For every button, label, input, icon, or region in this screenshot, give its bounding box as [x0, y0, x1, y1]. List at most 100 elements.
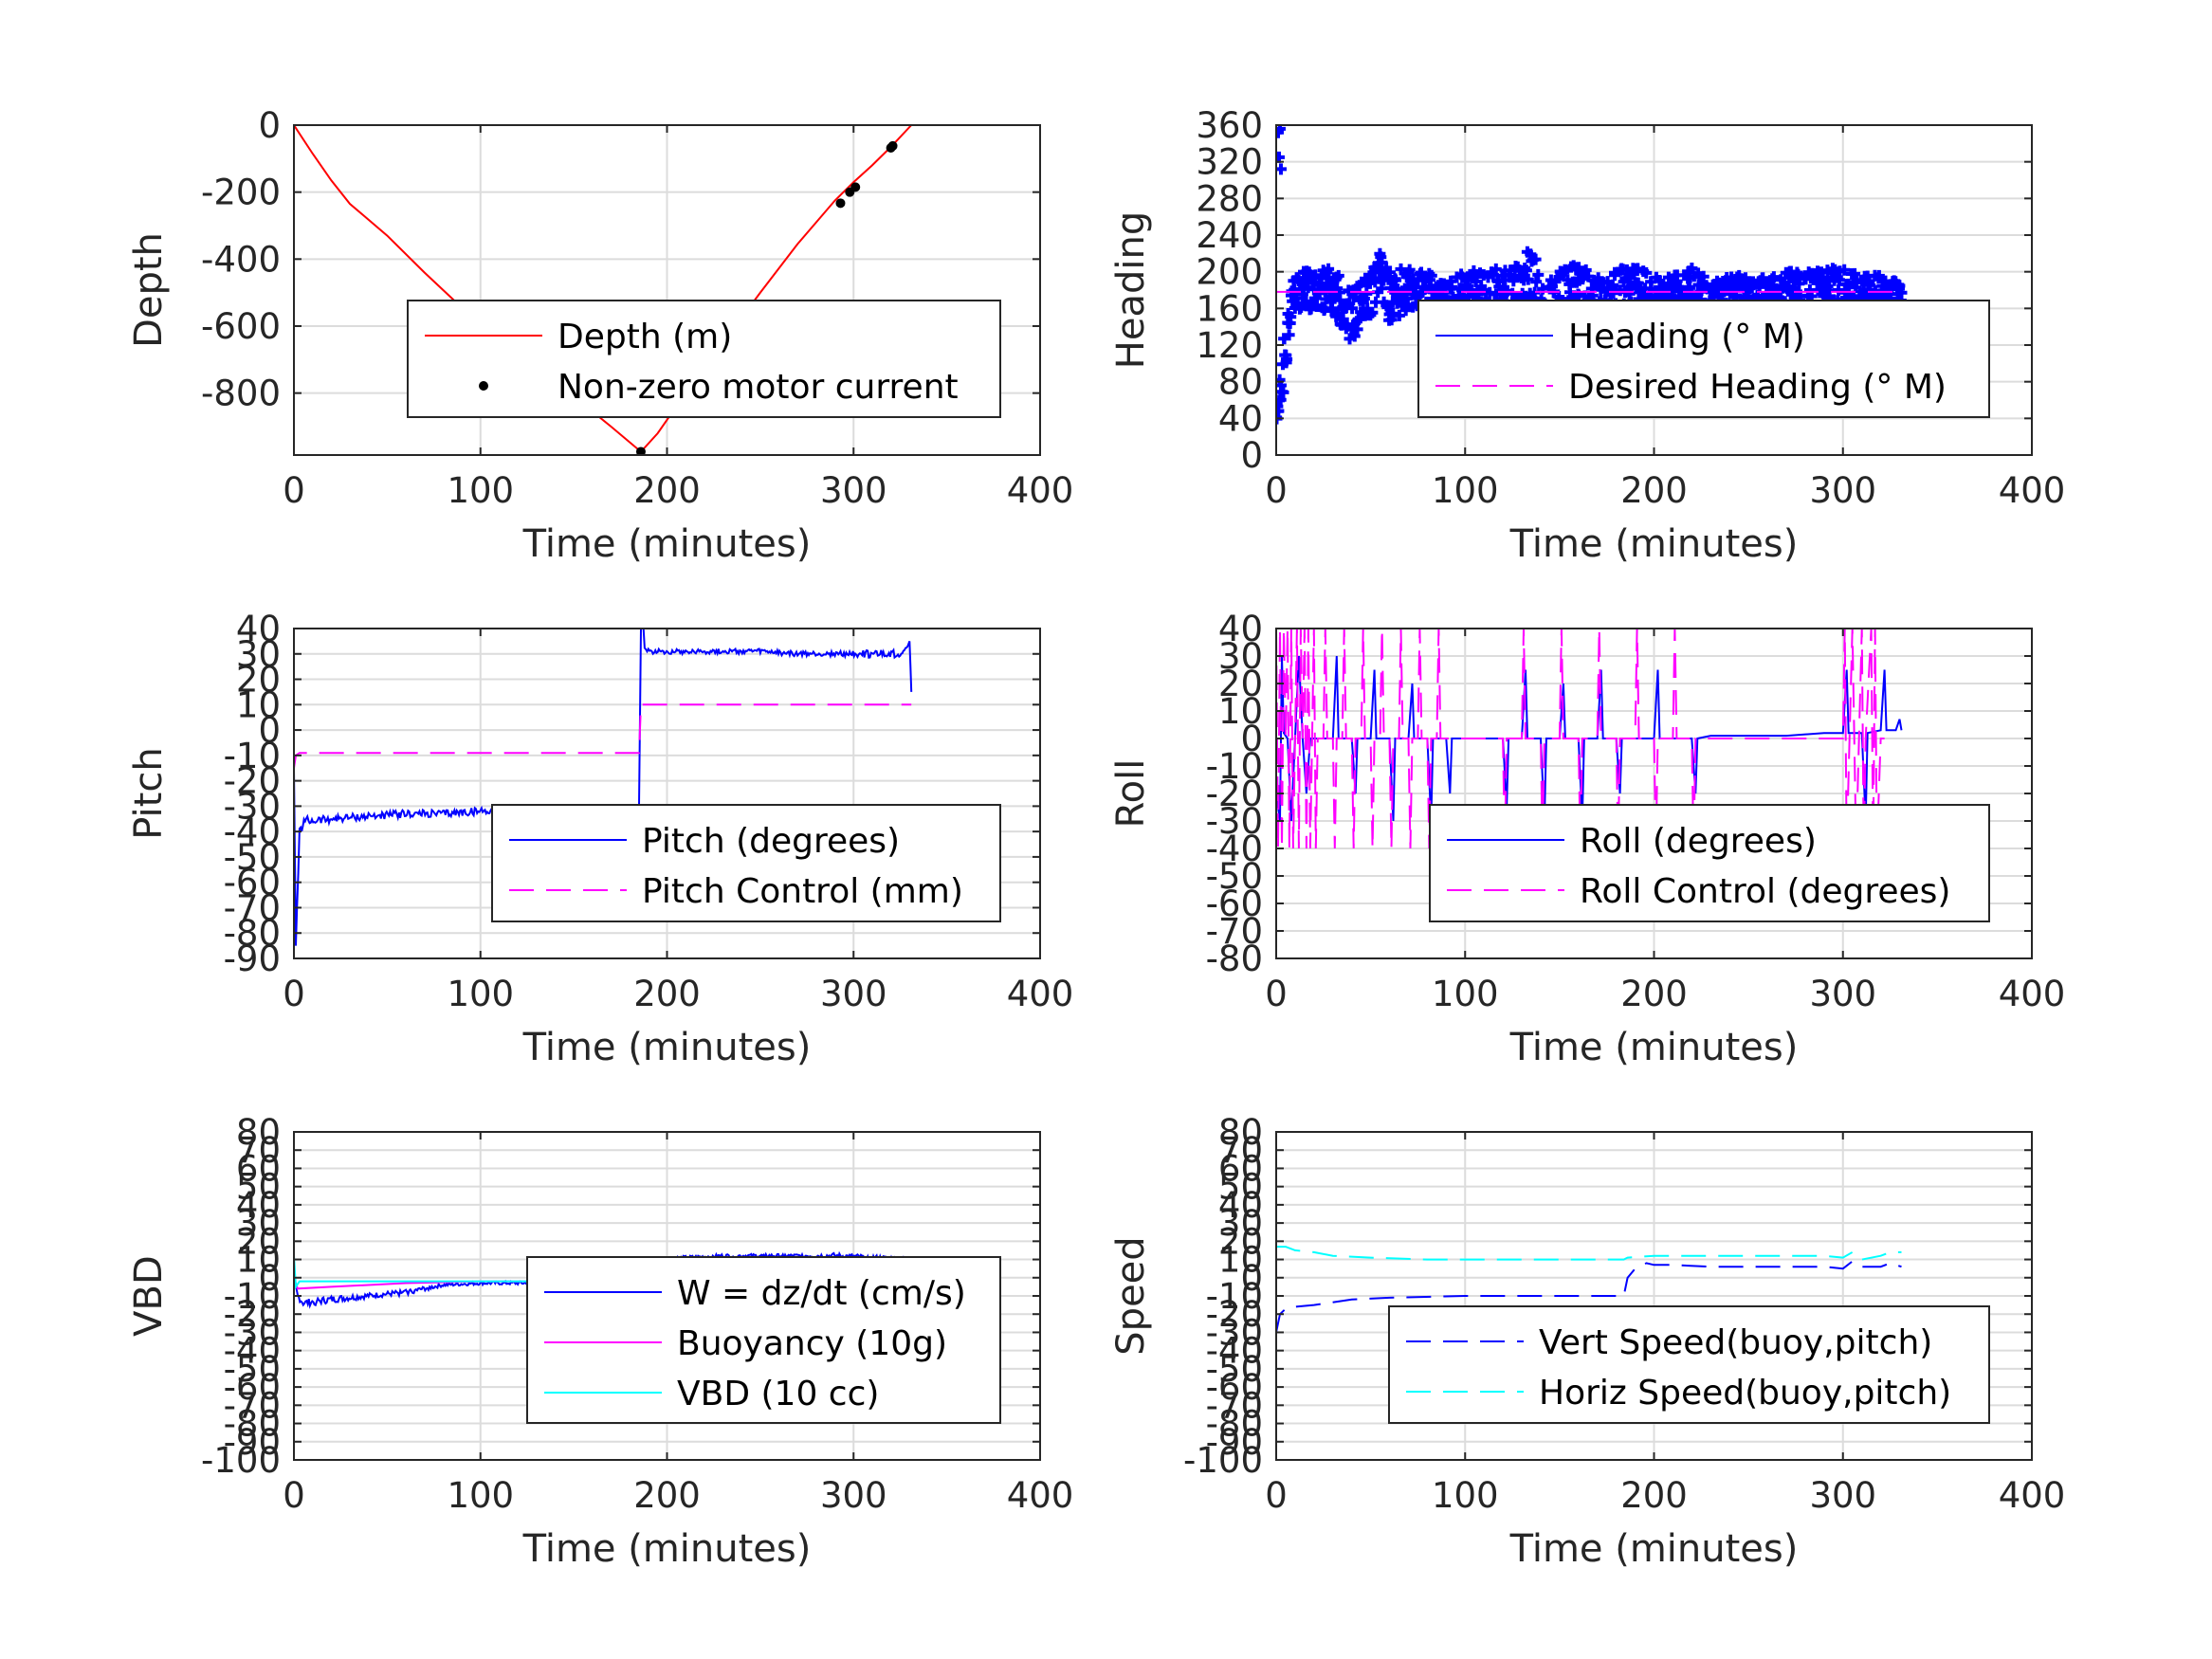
- x-tick-label: 100: [1432, 974, 1499, 1014]
- y-tick-label: 80: [236, 1112, 281, 1153]
- x-tick-label: 100: [447, 1475, 514, 1516]
- y-tick-label: 10: [236, 684, 281, 725]
- x-tick-label: 400: [1999, 974, 2066, 1014]
- legend-box: [1388, 1305, 1990, 1424]
- series-line: [1276, 629, 1885, 849]
- y-tick-label: -10: [1206, 746, 1263, 787]
- x-tick-label: 0: [1265, 1475, 1288, 1516]
- y-tick-label: 20: [236, 660, 281, 701]
- x-tick-label: 300: [820, 974, 887, 1014]
- legend: Depth (m) Non-zero motor current: [407, 300, 1001, 418]
- y-tick-label: -30: [224, 786, 281, 827]
- series-line: [1276, 1260, 1902, 1333]
- y-tick-label: -40: [1206, 1331, 1263, 1372]
- y-tick-label: -50: [1206, 1349, 1263, 1390]
- legend-label: Vert Speed(buoy,pitch): [1539, 1323, 1932, 1362]
- legend-box: [1429, 804, 1990, 922]
- y-tick-label: -20: [224, 761, 281, 802]
- plot-area: [294, 125, 912, 455]
- y-tick-label: -70: [1206, 1385, 1263, 1426]
- chart-vbd: 0 100 200 300 400-100-90-80-70-60-50-40-30-2…: [127, 1112, 1073, 1571]
- y-tick-label: 0: [258, 105, 281, 146]
- y-tick-label: -100: [1183, 1440, 1263, 1481]
- y-tick-label: 40: [236, 1185, 281, 1226]
- y-tick-label: 200: [1196, 252, 1263, 293]
- legend: W = dz/dt (cm/s) Buoyancy (10g) VBD (10 cc…: [526, 1256, 1001, 1424]
- legend-label: Roll Control (degrees): [1580, 872, 1950, 911]
- legend-label: Non-zero motor current: [558, 368, 959, 407]
- y-tick-label: 40: [1218, 398, 1263, 439]
- y-tick-label: -200: [201, 173, 281, 213]
- x-tick-label: 0: [283, 470, 305, 511]
- legend: Heading (° M) Desired Heading (° M): [1417, 300, 1990, 418]
- y-tick-label: 10: [236, 1240, 281, 1281]
- x-tick-label: 200: [633, 1475, 701, 1516]
- y-tick-label: -30: [1206, 1312, 1263, 1353]
- y-tick-label: 0: [1240, 1258, 1263, 1299]
- legend-box: [491, 804, 1001, 922]
- series-line: [294, 125, 912, 453]
- y-tick-label: 280: [1196, 178, 1263, 219]
- legend: Pitch (degrees) Pitch Control (mm): [491, 804, 1001, 922]
- y-axis-label: Pitch: [127, 747, 171, 839]
- y-tick-label: 30: [236, 1203, 281, 1244]
- y-tick-label: 40: [1218, 1185, 1263, 1226]
- x-axis-label: Time (minutes): [1509, 1026, 1799, 1069]
- plot-area: [1276, 629, 1903, 849]
- y-tick-label: -70: [224, 887, 281, 928]
- data-point: [887, 140, 898, 151]
- y-tick-label: -40: [224, 811, 281, 852]
- legend: Vert Speed(buoy,pitch) Horiz Speed(buoy,p…: [1388, 1305, 1990, 1424]
- x-tick-label: 200: [633, 974, 701, 1014]
- series-line: [294, 703, 912, 769]
- x-tick-label: 200: [1620, 1475, 1688, 1516]
- data-point: [635, 447, 646, 455]
- chart-depth: 0 100 200 300 400 -800 -600 -400 -200 0 Time (minu…: [127, 105, 1073, 566]
- x-tick-label: 0: [283, 1475, 305, 1516]
- legend-box: [407, 300, 1001, 418]
- y-tick-label: -50: [1206, 856, 1263, 897]
- x-tick-label: 400: [1007, 1475, 1074, 1516]
- x-tick-label: 300: [820, 1475, 887, 1516]
- y-tick-label: -60: [1206, 884, 1263, 924]
- x-tick-label: 100: [447, 974, 514, 1014]
- y-tick-label: -50: [224, 1349, 281, 1390]
- legend-label: Depth (m): [558, 318, 732, 356]
- y-tick-label: -30: [224, 1312, 281, 1353]
- y-tick-label: -60: [1206, 1367, 1263, 1408]
- y-tick-label: -30: [1206, 801, 1263, 842]
- y-tick-label: -70: [1206, 911, 1263, 952]
- x-axis-label: Time (minutes): [522, 1527, 812, 1571]
- y-tick-label: -80: [224, 1404, 281, 1445]
- x-axis-label: Time (minutes): [1509, 1527, 1799, 1571]
- y-tick-label: 20: [1218, 664, 1263, 704]
- legend-label: W = dz/dt (cm/s): [677, 1274, 966, 1313]
- y-tick-label: 70: [1218, 1130, 1263, 1171]
- legend-box: [526, 1256, 1001, 1424]
- y-axis-label: Speed: [1109, 1236, 1153, 1355]
- y-tick-label: -40: [1206, 829, 1263, 869]
- y-axis-label: VBD: [127, 1255, 171, 1337]
- y-tick-label: -40: [224, 1331, 281, 1372]
- x-tick-label: 400: [1999, 1475, 2066, 1516]
- y-tick-label: -80: [1206, 1404, 1263, 1445]
- legend-box: [1417, 300, 1990, 418]
- legend-label: Heading (° M): [1568, 318, 1805, 356]
- y-tick-label: 0: [258, 710, 281, 751]
- y-tick-label: 50: [1218, 1167, 1263, 1208]
- y-tick-label: 30: [1218, 1203, 1263, 1244]
- chart-roll: 0 100 200 300 400-80-70-60-50-40-30-20-10010…: [1109, 609, 2065, 1069]
- y-tick-label: -60: [224, 1367, 281, 1408]
- chart-pitch: 0 100 200 300 400-90-80-70-60-50-40-30-20-10…: [127, 609, 1073, 1069]
- legend: Roll (degrees) Roll Control (degrees): [1429, 804, 1990, 922]
- y-tick-label: 120: [1196, 325, 1263, 366]
- y-tick-label: 0: [258, 1258, 281, 1299]
- y-tick-label: -90: [224, 939, 281, 979]
- y-tick-label: 20: [236, 1221, 281, 1262]
- x-tick-label: 300: [1809, 470, 1876, 511]
- y-tick-label: -70: [224, 1385, 281, 1426]
- y-tick-label: 80: [1218, 1112, 1263, 1153]
- chart-heading: 0 100 200 300 40004080120160200240280320360T…: [1109, 105, 2065, 566]
- y-tick-label: 40: [1218, 609, 1263, 649]
- legend-label: Horiz Speed(buoy,pitch): [1539, 1374, 1951, 1413]
